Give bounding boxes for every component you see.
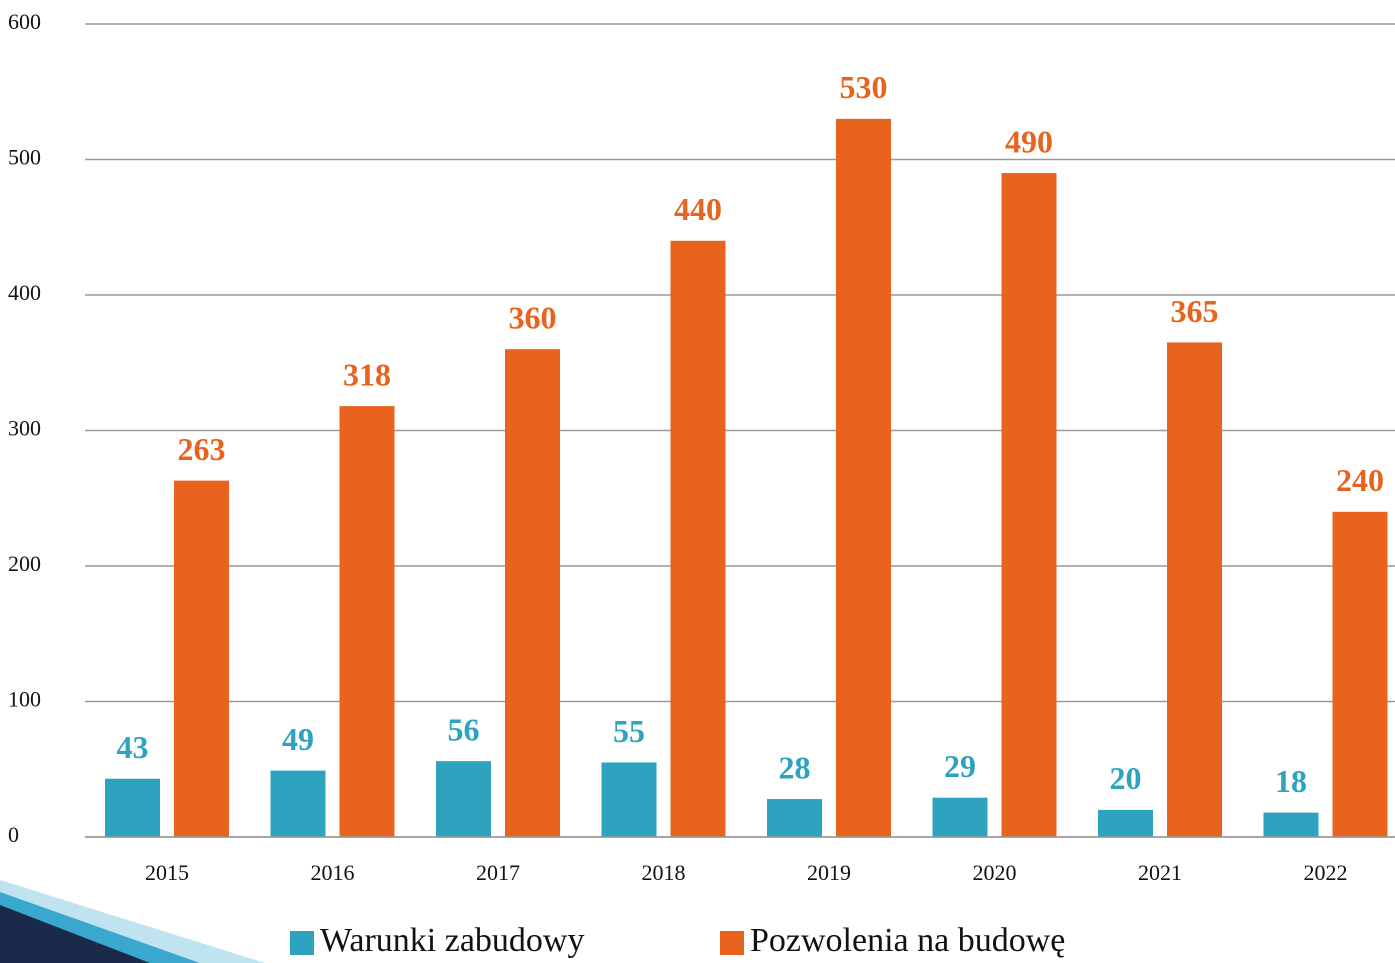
bar bbox=[174, 480, 229, 837]
y-tick-label: 400 bbox=[8, 280, 41, 305]
bar bbox=[1167, 342, 1222, 837]
y-tick-label: 600 bbox=[8, 9, 41, 34]
bar bbox=[1001, 173, 1057, 838]
y-tick-label: 100 bbox=[8, 687, 41, 712]
value-label: 365 bbox=[1171, 293, 1219, 329]
x-tick-label: 2015 bbox=[145, 860, 189, 885]
y-tick-label: 0 bbox=[8, 822, 19, 847]
value-label: 18 bbox=[1275, 763, 1307, 799]
value-label: 530 bbox=[840, 69, 888, 105]
bar bbox=[1263, 812, 1319, 837]
bar bbox=[601, 762, 657, 837]
legend-swatch bbox=[290, 931, 314, 955]
value-label: 318 bbox=[343, 356, 391, 392]
x-tick-label: 2017 bbox=[476, 860, 520, 885]
value-label: 240 bbox=[1336, 462, 1384, 498]
value-label: 55 bbox=[613, 713, 645, 749]
bar bbox=[670, 240, 726, 838]
bar bbox=[767, 799, 822, 837]
value-label: 29 bbox=[944, 748, 976, 784]
decoration bbox=[0, 880, 265, 963]
y-tick-label: 300 bbox=[8, 416, 41, 441]
bar bbox=[436, 761, 491, 837]
x-tick-label: 2022 bbox=[1304, 860, 1348, 885]
bar bbox=[836, 118, 891, 838]
x-tick-label: 2016 bbox=[311, 860, 355, 885]
legend-swatch bbox=[720, 931, 744, 955]
legend-label: Pozwolenia na budowę bbox=[750, 922, 1065, 959]
value-label: 28 bbox=[779, 749, 811, 785]
value-label: 56 bbox=[448, 711, 480, 747]
value-label: 20 bbox=[1110, 760, 1142, 796]
bar bbox=[339, 406, 395, 837]
x-tick-label: 2019 bbox=[807, 860, 851, 885]
bar bbox=[105, 778, 160, 837]
value-label: 360 bbox=[509, 300, 557, 336]
bar bbox=[1332, 511, 1388, 837]
value-label: 263 bbox=[178, 431, 226, 467]
y-tick-label: 200 bbox=[8, 551, 41, 576]
x-tick-label: 2020 bbox=[973, 860, 1017, 885]
value-label: 490 bbox=[1005, 123, 1053, 159]
x-tick-label: 2021 bbox=[1138, 860, 1182, 885]
value-label: 43 bbox=[117, 729, 149, 765]
bar bbox=[932, 797, 988, 837]
value-label: 49 bbox=[282, 721, 314, 757]
value-label: 440 bbox=[674, 191, 722, 227]
y-tick-label: 500 bbox=[8, 145, 41, 170]
legend-label: Warunki zabudowy bbox=[320, 922, 584, 959]
x-tick-label: 2018 bbox=[642, 860, 686, 885]
bar bbox=[505, 349, 560, 837]
bar bbox=[1098, 809, 1153, 837]
bar bbox=[270, 770, 326, 837]
